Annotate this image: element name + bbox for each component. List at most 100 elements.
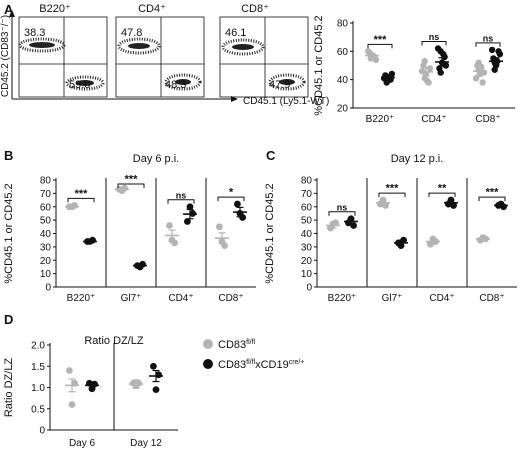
- significance-label: **: [438, 183, 447, 195]
- data-point: [166, 222, 173, 229]
- y-tick-label: 30: [301, 242, 313, 253]
- flow-cytometry-panels: B220⁺ 38.3 59.0 CD4⁺ 47.8 48.3 CD8⁺: [0, 3, 329, 107]
- y-axis-label: %CD45.1 or CD45.2: [3, 183, 15, 283]
- quadrant-value: 47.9: [269, 79, 290, 91]
- x-tick-label: Day 12: [130, 438, 162, 449]
- x-tick-label: B220⁺: [328, 293, 357, 304]
- x-tick-label: CD4⁺: [429, 293, 454, 304]
- population-cluster: [117, 37, 161, 55]
- population-cluster: [65, 75, 105, 91]
- x-tick-label: Gl7⁺: [382, 293, 403, 304]
- y-tick-label: 40: [40, 229, 52, 240]
- significance-bracket: [328, 211, 356, 216]
- panel-letter-c: C: [266, 148, 276, 163]
- y-tick-label: 20: [40, 256, 52, 267]
- data-point: [68, 401, 76, 408]
- y-tick-label: 10: [40, 269, 52, 280]
- y-tick-label: 1.5: [31, 362, 45, 373]
- panel-letter-a: A: [4, 2, 14, 17]
- quadrant-value: 47.8: [121, 27, 142, 39]
- flow-panel-title: CD8⁺: [241, 3, 269, 15]
- x-tick-label: CD8⁺: [475, 114, 500, 125]
- y-tick-label: 60: [40, 202, 52, 213]
- x-tick-label: CD8⁺: [218, 293, 243, 304]
- panel-letter-d: D: [4, 312, 13, 327]
- y-axis-label: %CD45.1 or CD45.2: [313, 15, 325, 115]
- y-tick-label: 60: [337, 47, 349, 58]
- data-point: [478, 63, 485, 71]
- population-cluster: [175, 79, 191, 85]
- x-tick-label: CD4⁺: [421, 114, 446, 125]
- chart-title: Day 6 p.i.: [133, 153, 179, 165]
- significance-bracket: [117, 183, 145, 188]
- x-tick-label: Day 6: [69, 438, 96, 449]
- data-point: [239, 214, 247, 221]
- quadrant-value: 46.1: [225, 27, 246, 39]
- significance-bracket: [428, 192, 456, 198]
- y-tick-label: 80: [337, 19, 349, 30]
- significance-bracket: [378, 192, 406, 198]
- y-tick-label: 10: [301, 269, 313, 280]
- population-cluster: [164, 73, 202, 91]
- data-point: [426, 65, 434, 72]
- significance-label: ns: [176, 190, 187, 200]
- y-tick-label: 20: [301, 256, 313, 267]
- significance-bracket: [367, 43, 393, 49]
- y-tick-label: 80: [301, 176, 313, 187]
- data-point: [234, 200, 241, 208]
- chart-a: 20 40 60 80 %CD45.1 or CD45.2 B220⁺ CD4⁺ CD8⁺ **…: [313, 15, 515, 125]
- data-point: [440, 50, 447, 58]
- flow-x-axis-label: CD45.1 (Ly5.1-WT): [243, 96, 329, 107]
- population-cluster: [232, 44, 254, 50]
- y-tick-label: 2.0: [31, 341, 45, 352]
- data-point: [150, 362, 157, 370]
- quadrant-value: 48.3: [165, 79, 186, 91]
- significance-bracket: [421, 41, 447, 46]
- y-tick-label: 40: [337, 75, 349, 86]
- significance-label: ns: [429, 32, 440, 42]
- population-cluster: [279, 79, 295, 85]
- data-point: [135, 379, 143, 387]
- flow-panel-b220: B220⁺ 38.3 59.0: [18, 3, 108, 98]
- y-tick-label: 70: [40, 189, 52, 200]
- significance-bracket: [167, 199, 195, 204]
- data-point: [488, 46, 496, 54]
- flow-panel-title: CD4⁺: [138, 3, 166, 15]
- significance-label: ***: [374, 34, 388, 46]
- flow-panel-title: B220⁺: [39, 3, 71, 15]
- significance-label: ***: [125, 174, 139, 186]
- significance-bracket: [475, 42, 501, 47]
- y-tick-label: 0.5: [31, 404, 45, 415]
- population-cluster: [221, 38, 265, 56]
- x-tick-label: CD8⁺: [479, 293, 504, 304]
- flow-x-arrowhead: [231, 96, 238, 102]
- significance-bracket: [67, 197, 95, 203]
- data-point: [496, 50, 504, 58]
- chart-c: 0 10 20 30 40 50 60 70 80 %CD45.1 or CD45.2 Day 12…: [264, 153, 517, 304]
- x-tick-label: B220⁺: [366, 114, 395, 125]
- data-point: [479, 79, 486, 86]
- data-point: [421, 58, 428, 65]
- data-point: [186, 203, 194, 211]
- y-axis-label: %CD45.1 or CD45.2: [264, 183, 276, 283]
- flow-panel-cd8: CD8⁺ 46.1 47.9: [219, 3, 309, 98]
- population-cluster: [268, 73, 306, 91]
- legend-label-control: CD83fl/fl: [218, 339, 256, 351]
- population-cluster: [29, 42, 55, 48]
- flow-panel-cd4: CD4⁺ 47.8 48.3: [115, 3, 205, 98]
- y-tick-label: 1.0: [31, 383, 45, 394]
- significance-label: ***: [75, 188, 89, 200]
- data-point: [472, 75, 480, 82]
- population-cluster: [76, 80, 94, 86]
- significance-bracket: [478, 196, 506, 202]
- significance-label: ***: [386, 183, 400, 195]
- data-point: [434, 45, 442, 52]
- y-tick-label: 50: [40, 216, 52, 227]
- panel-letter-b: B: [4, 148, 13, 163]
- chart-title: Ratio DZ/LZ: [84, 335, 144, 347]
- x-tick-label: B220⁺: [67, 293, 96, 304]
- y-tick-label: 40: [301, 229, 313, 240]
- x-tick-label: Gl7⁺: [121, 293, 142, 304]
- data-point: [437, 69, 444, 76]
